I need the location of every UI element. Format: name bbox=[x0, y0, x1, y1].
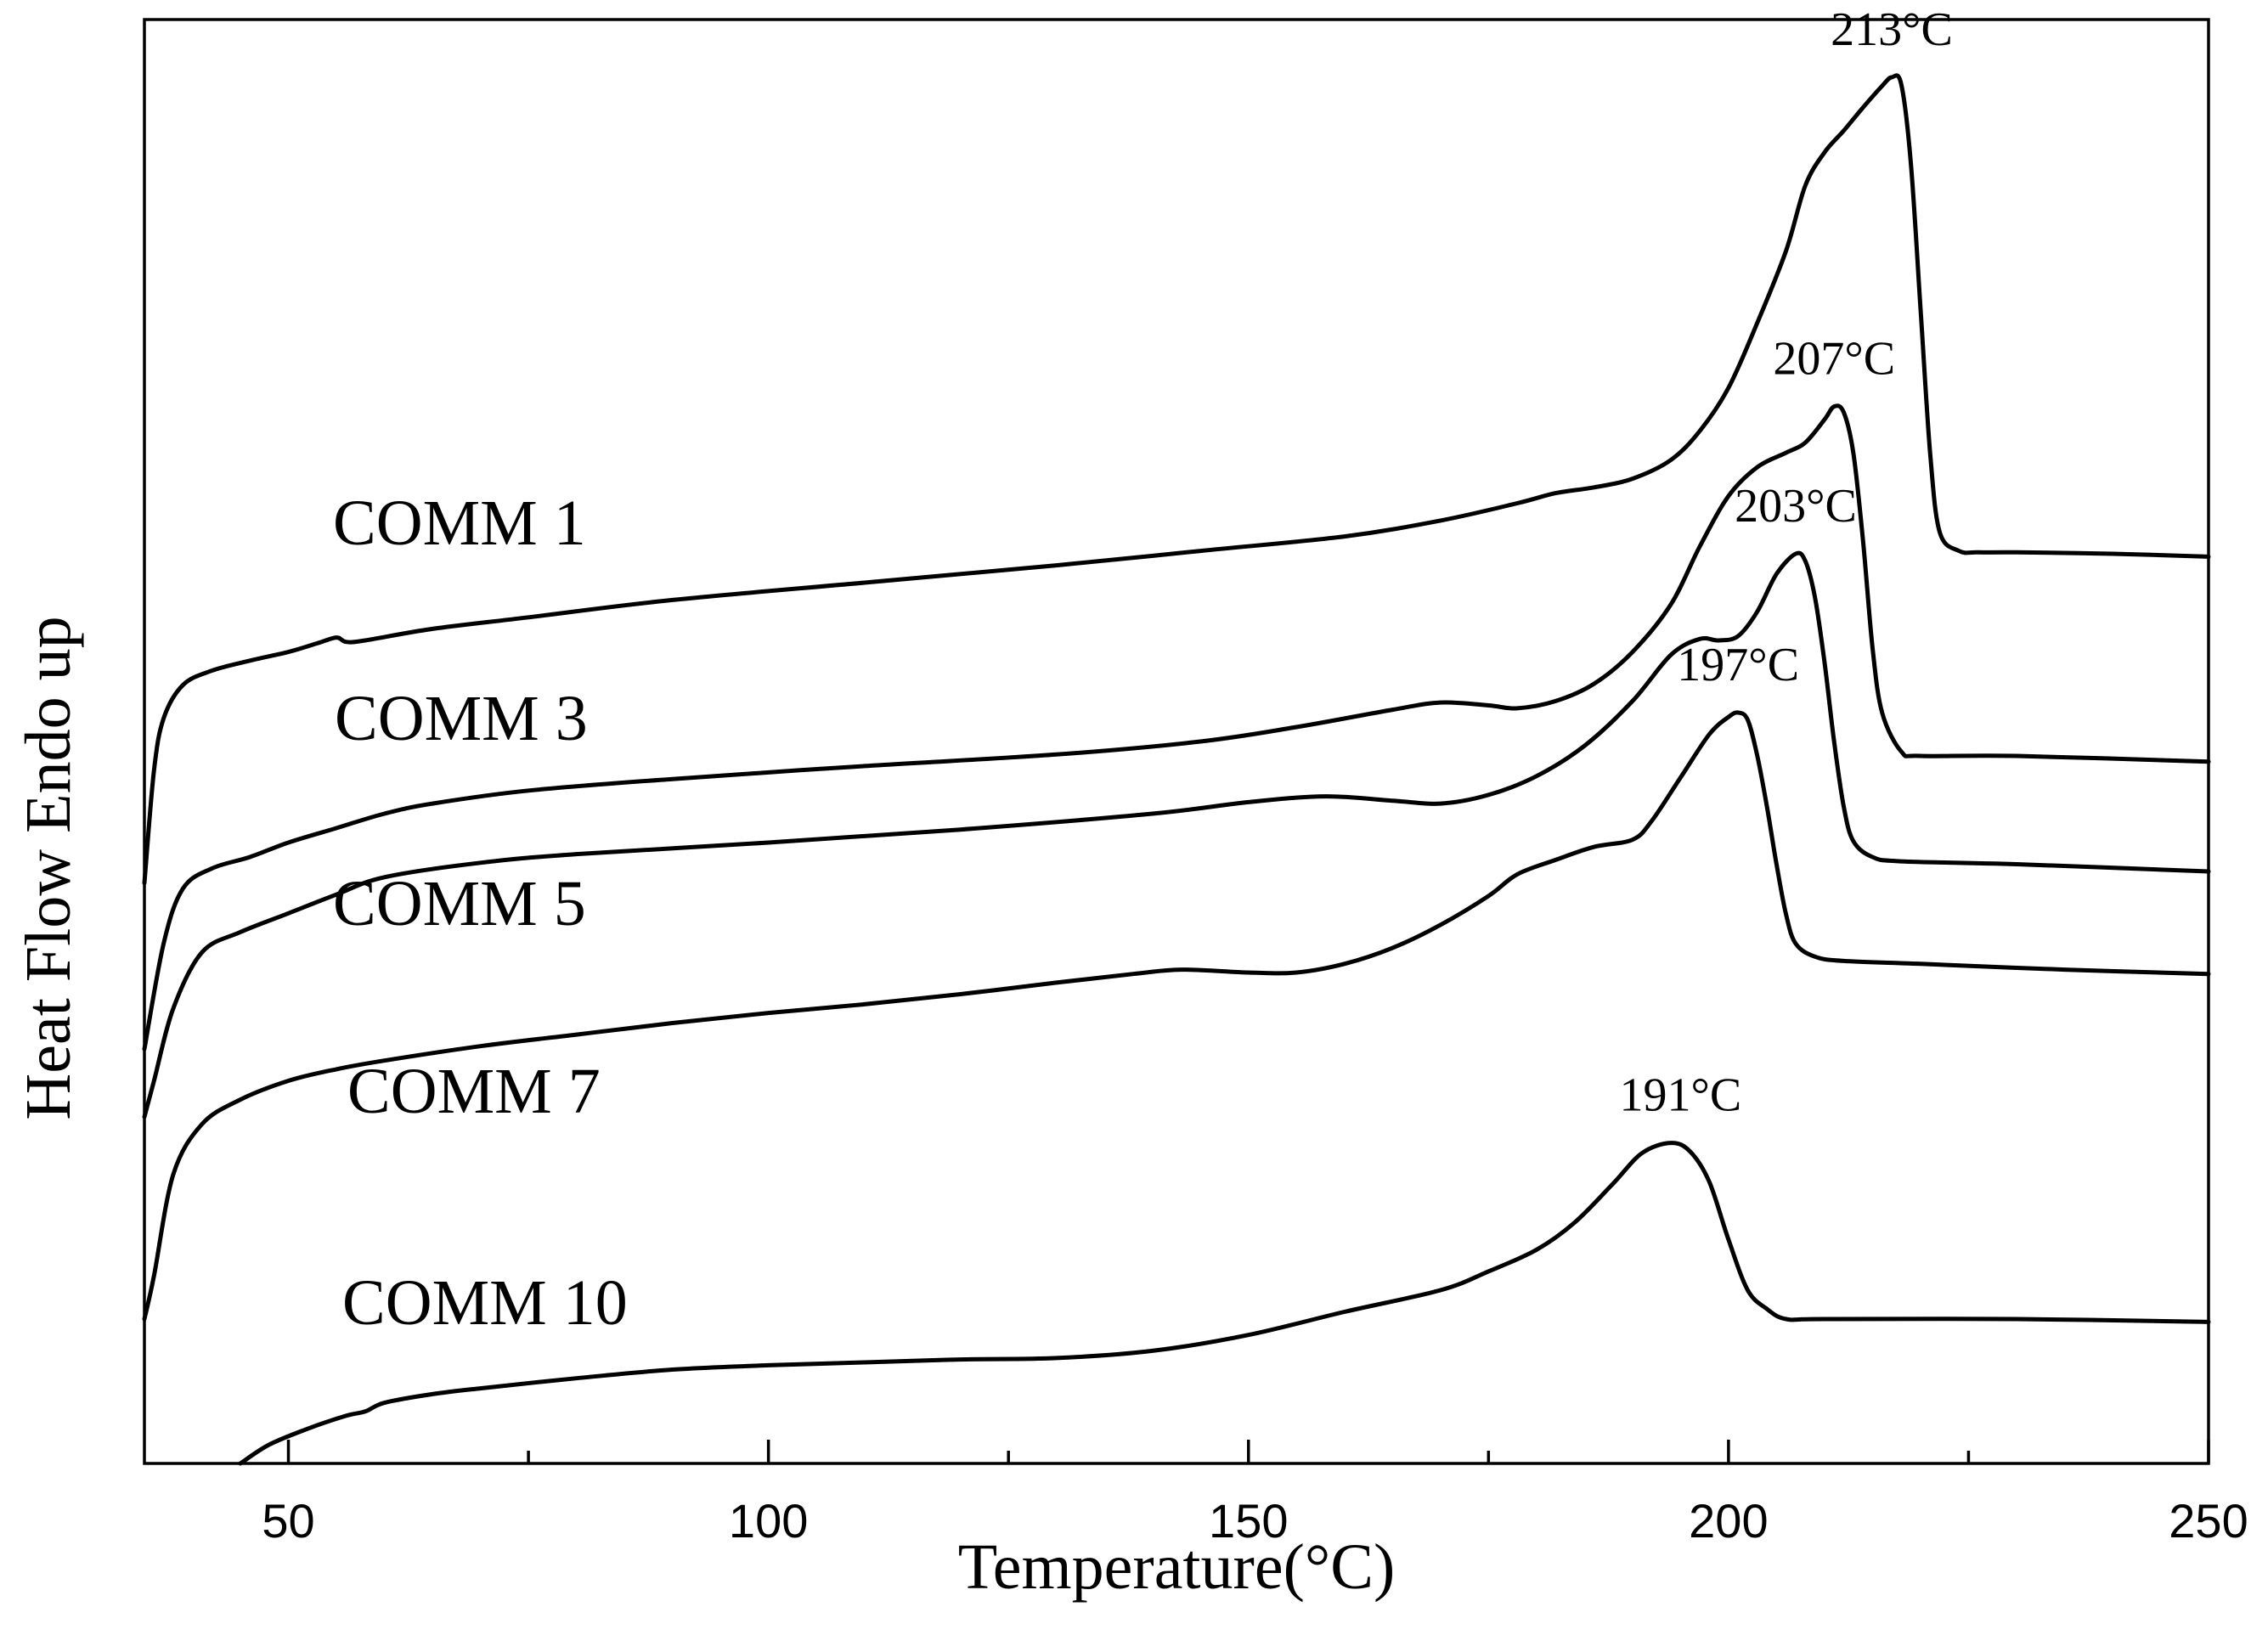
series-labels: COMM 1 COMM 3 COMM 5 COMM 7 COMM 10 bbox=[333, 488, 628, 1339]
curve-comm-7 bbox=[142, 710, 2211, 1322]
series-label-comm-10: COMM 10 bbox=[342, 1267, 628, 1339]
y-axis-title: Heat Flow Endo up bbox=[13, 616, 84, 1119]
series-label-comm-1: COMM 1 bbox=[333, 488, 586, 559]
series-label-comm-5: COMM 5 bbox=[333, 868, 586, 939]
peak-label-comm-10: 191°C bbox=[1619, 1069, 1741, 1122]
x-axis-ticks bbox=[286, 1440, 2210, 1463]
peak-label-comm-1: 213°C bbox=[1831, 3, 1953, 56]
x-tick-label: 200 bbox=[1689, 1494, 1768, 1548]
peak-label-comm-3: 207°C bbox=[1773, 333, 1895, 386]
x-axis-tick-labels: 50 100 150 200 250 bbox=[262, 1494, 2248, 1548]
curve-comm-1 bbox=[142, 73, 2211, 886]
x-tick-label: 250 bbox=[2169, 1494, 2248, 1548]
peak-label-comm-5: 203°C bbox=[1735, 480, 1857, 533]
curve-comm-10 bbox=[238, 1141, 2211, 1466]
curve-comm-3 bbox=[142, 403, 2211, 1052]
curve-comm-5 bbox=[142, 550, 2211, 1119]
plot-frame bbox=[143, 18, 2210, 1465]
peak-labels: 213°C 207°C 203°C 197°C 191°C bbox=[1619, 3, 1952, 1122]
peak-label-comm-7: 197°C bbox=[1677, 639, 1799, 691]
x-axis-title: Temperature(°C) bbox=[958, 1531, 1396, 1603]
curves-layer bbox=[142, 73, 2211, 1466]
x-tick-label: 100 bbox=[729, 1494, 808, 1548]
x-tick-label: 50 bbox=[262, 1494, 314, 1548]
x-tick-label: 150 bbox=[1209, 1494, 1288, 1548]
series-label-comm-3: COMM 3 bbox=[335, 683, 588, 754]
series-label-comm-7: COMM 7 bbox=[347, 1056, 601, 1127]
